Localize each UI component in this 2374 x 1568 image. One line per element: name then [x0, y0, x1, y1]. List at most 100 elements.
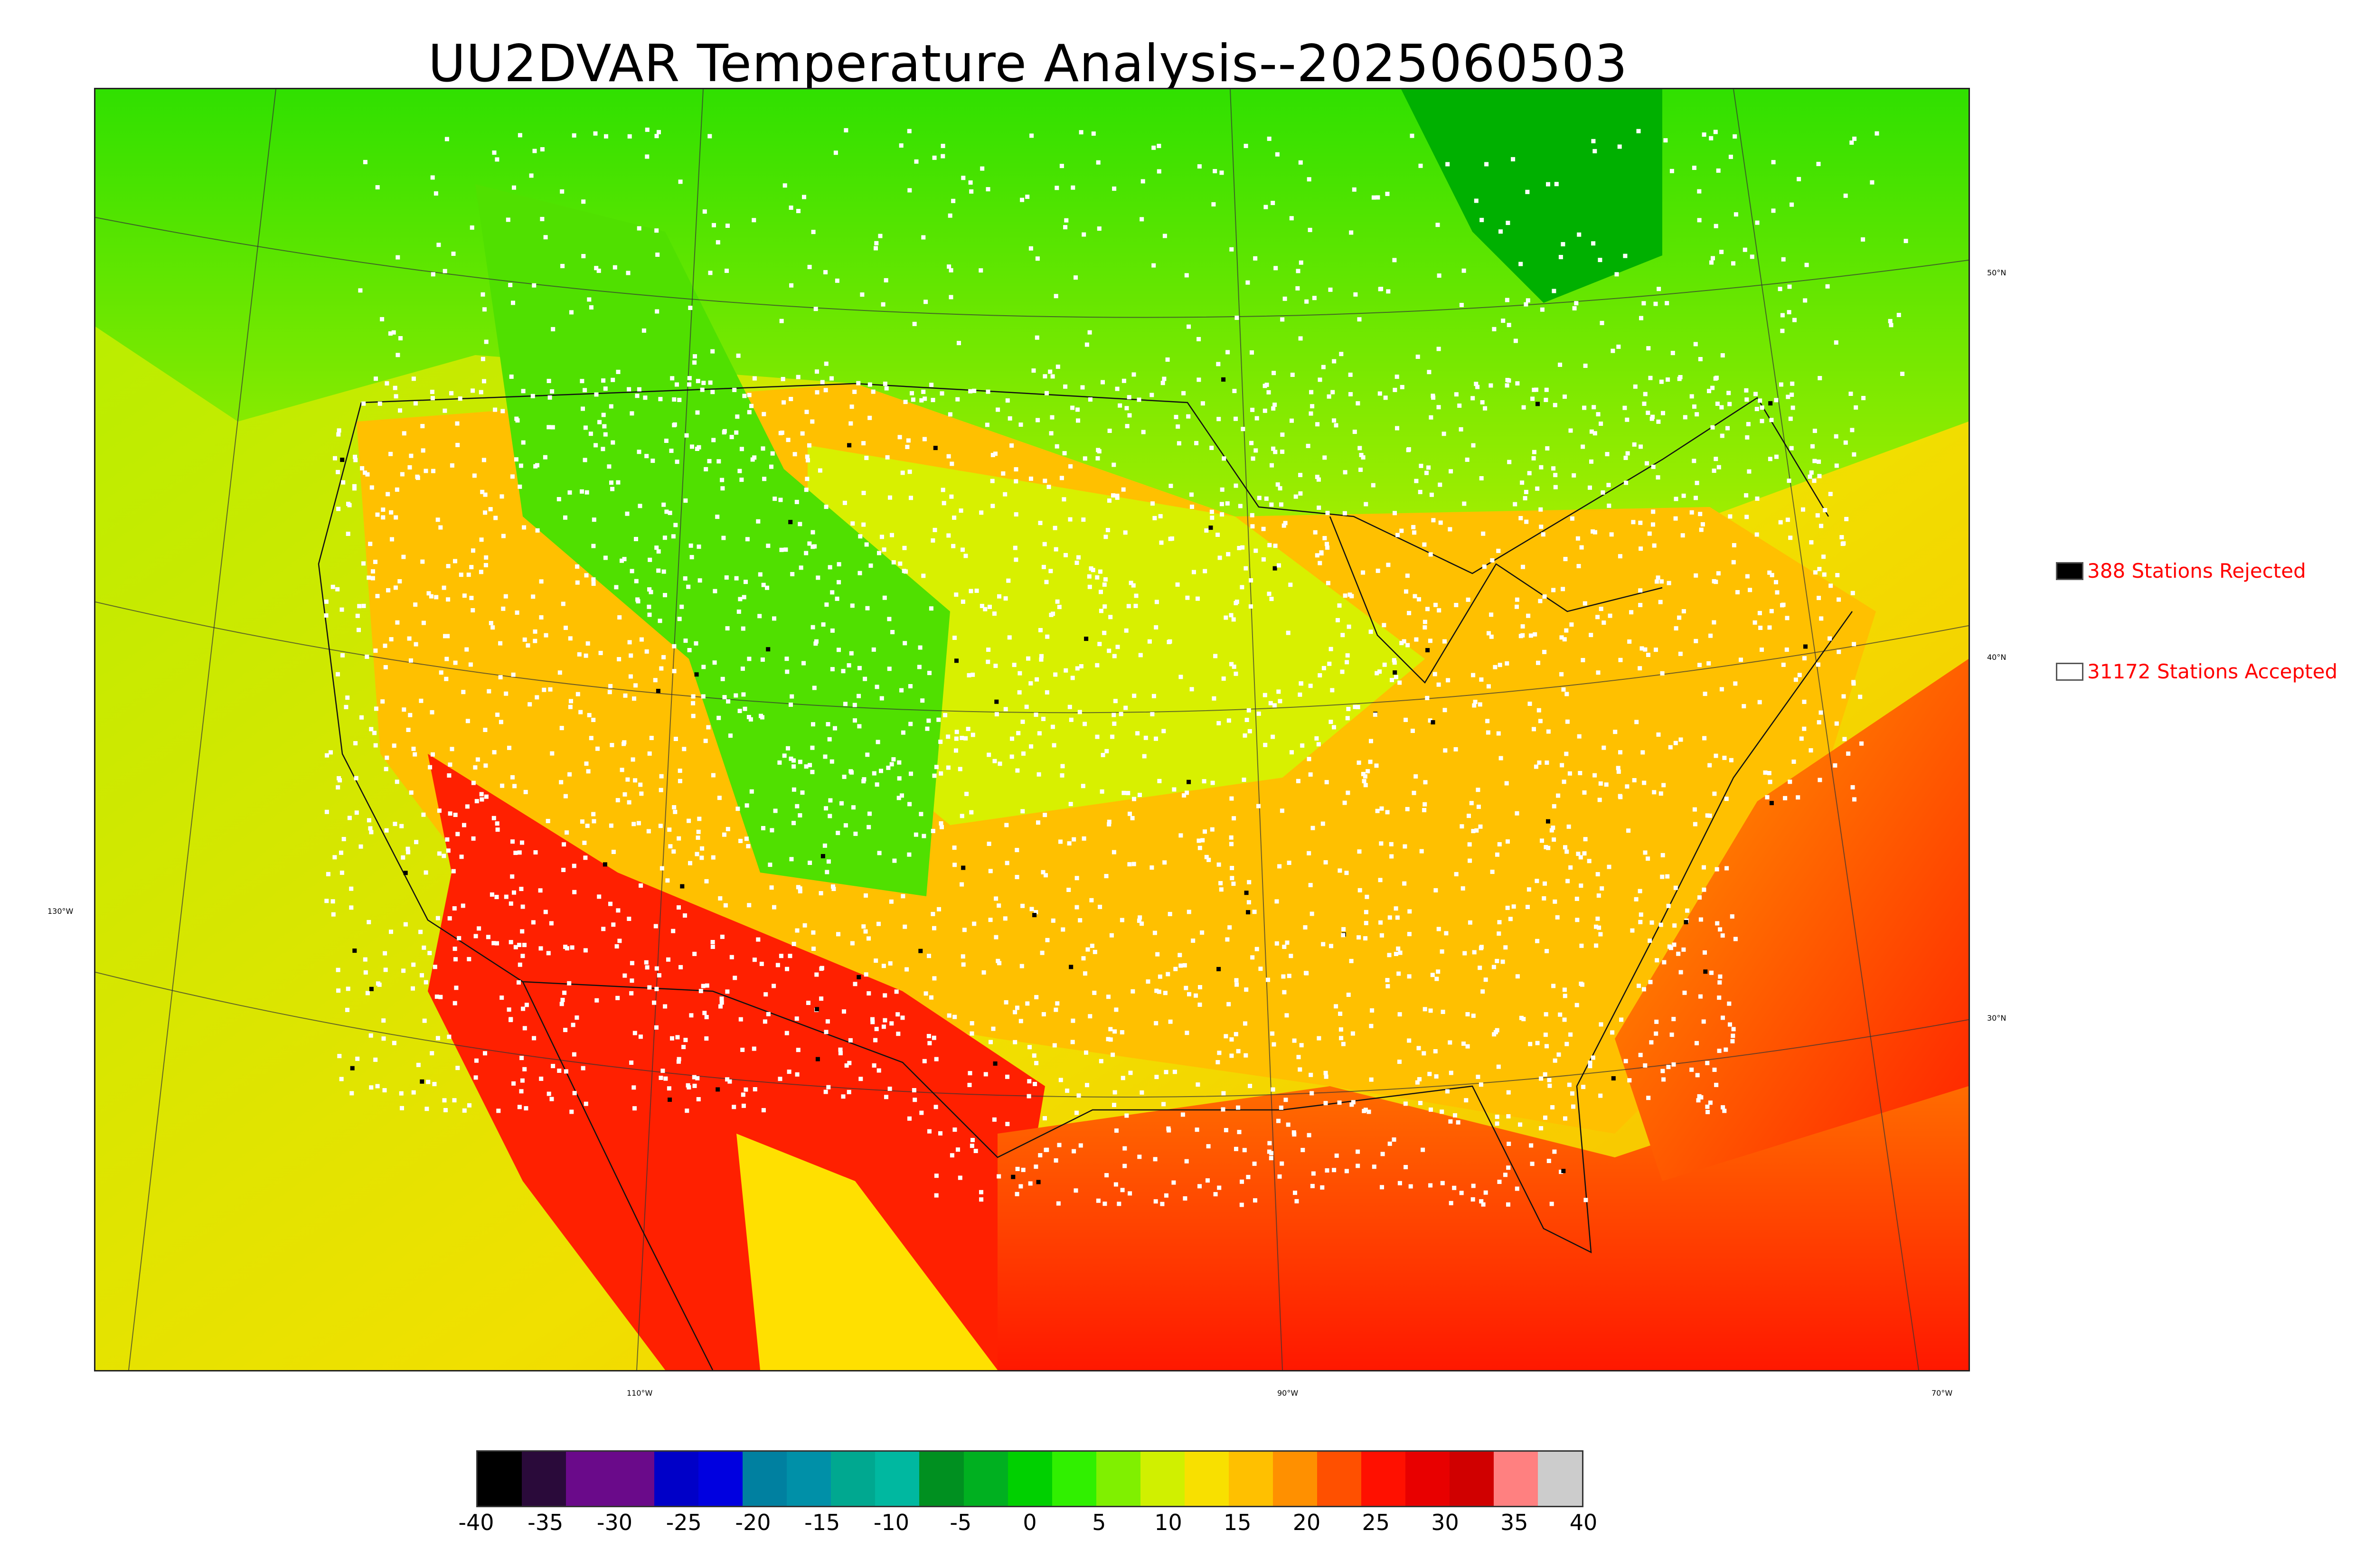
station-accepted-marker	[1113, 1182, 1118, 1187]
station-accepted-marker	[339, 870, 344, 875]
station-accepted-marker	[601, 927, 606, 931]
station-accepted-marker	[1020, 903, 1025, 908]
station-accepted-marker	[1518, 262, 1523, 266]
station-accepted-marker	[625, 511, 630, 516]
station-accepted-marker	[1554, 182, 1559, 187]
station-accepted-marker	[1504, 781, 1509, 786]
station-accepted-marker	[1034, 1061, 1039, 1065]
station-accepted-marker	[435, 517, 440, 522]
station-accepted-marker	[1107, 498, 1112, 503]
station-accepted-marker	[1364, 910, 1368, 914]
station-accepted-marker	[1262, 693, 1267, 697]
station-accepted-marker	[1550, 1105, 1555, 1109]
station-accepted-marker	[1029, 744, 1034, 749]
colorbar-tick-label: 30	[1431, 1510, 1459, 1535]
station-accepted-marker	[1018, 1184, 1023, 1189]
station-accepted-marker	[747, 393, 752, 397]
station-accepted-marker	[1357, 935, 1361, 940]
station-accepted-marker	[653, 924, 658, 929]
station-accepted-marker	[325, 753, 329, 758]
station-accepted-marker	[611, 850, 616, 854]
station-accepted-marker	[1533, 632, 1537, 637]
station-accepted-marker	[444, 676, 449, 681]
station-accepted-marker	[424, 469, 428, 473]
station-accepted-marker	[1108, 1027, 1113, 1032]
station-accepted-marker	[430, 710, 434, 714]
station-accepted-marker	[577, 652, 582, 657]
station-accepted-marker	[1537, 761, 1542, 765]
station-accepted-marker	[639, 637, 644, 642]
station-rejected-marker	[1393, 670, 1397, 675]
station-accepted-marker	[1107, 822, 1112, 826]
station-accepted-marker	[1240, 585, 1244, 590]
station-accepted-marker	[1465, 1012, 1470, 1016]
station-accepted-marker	[1236, 1105, 1241, 1110]
station-accepted-marker	[894, 989, 899, 994]
station-accepted-marker	[1601, 490, 1605, 495]
station-accepted-marker	[1068, 464, 1073, 469]
station-accepted-marker	[603, 432, 608, 437]
station-accepted-marker	[705, 983, 709, 988]
station-accepted-marker	[1809, 470, 1814, 475]
station-accepted-marker	[521, 1006, 526, 1011]
station-accepted-marker	[1263, 742, 1268, 747]
station-accepted-marker	[1545, 761, 1549, 765]
station-accepted-marker	[1570, 1091, 1574, 1096]
station-accepted-marker	[1651, 522, 1655, 527]
station-accepted-marker	[1442, 639, 1447, 644]
station-accepted-marker	[1017, 671, 1022, 676]
station-accepted-marker	[1366, 769, 1370, 774]
station-accepted-marker	[333, 456, 337, 460]
station-accepted-marker	[875, 782, 879, 787]
station-accepted-marker	[337, 428, 341, 433]
station-accepted-marker	[1332, 418, 1337, 423]
station-accepted-marker	[1036, 418, 1040, 423]
station-accepted-marker	[1616, 766, 1620, 770]
station-accepted-marker	[1539, 465, 1544, 469]
legend-rejected-label: 388 Stations Rejected	[2087, 559, 2306, 582]
station-accepted-marker	[937, 907, 941, 911]
station-accepted-marker	[1050, 415, 1055, 420]
station-accepted-marker	[620, 768, 624, 772]
colorbar-tick-label: -25	[666, 1510, 702, 1535]
station-accepted-marker	[696, 829, 701, 834]
station-accepted-marker	[1271, 1087, 1275, 1092]
station-accepted-marker	[1232, 816, 1236, 821]
station-accepted-marker	[1039, 657, 1044, 662]
station-accepted-marker	[1638, 603, 1643, 607]
station-accepted-marker	[373, 648, 378, 653]
station-accepted-marker	[1497, 920, 1502, 925]
station-accepted-marker	[1496, 548, 1501, 553]
station-accepted-marker	[1328, 287, 1333, 292]
station-accepted-marker	[1438, 482, 1442, 487]
station-accepted-marker	[1850, 785, 1855, 789]
station-markers	[324, 127, 1908, 1207]
map-panel[interactable]	[94, 88, 1970, 1371]
station-accepted-marker	[1408, 1184, 1413, 1189]
station-accepted-marker	[770, 828, 774, 833]
station-accepted-marker	[1646, 653, 1650, 657]
station-accepted-marker	[1747, 469, 1752, 474]
station-accepted-marker	[1309, 390, 1314, 394]
station-accepted-marker	[1112, 654, 1117, 658]
station-accepted-marker	[336, 432, 341, 437]
station-accepted-marker	[1577, 734, 1582, 739]
station-accepted-marker	[932, 926, 936, 930]
station-accepted-marker	[1112, 850, 1116, 854]
station-accepted-marker	[1515, 604, 1519, 609]
station-accepted-marker	[511, 1081, 516, 1086]
station-accepted-marker	[1694, 638, 1698, 643]
station-accepted-marker	[825, 1019, 830, 1024]
station-accepted-marker	[1618, 794, 1622, 798]
station-accepted-marker	[1184, 273, 1189, 278]
station-accepted-marker	[1492, 327, 1497, 331]
station-accepted-marker	[1559, 1170, 1564, 1174]
station-accepted-marker	[801, 661, 806, 666]
station-accepted-marker	[789, 756, 793, 761]
station-accepted-marker	[1712, 620, 1716, 625]
station-accepted-marker	[747, 903, 752, 908]
station-accepted-marker	[1757, 700, 1762, 704]
station-accepted-marker	[409, 658, 413, 663]
station-accepted-marker	[1332, 1168, 1337, 1173]
station-accepted-marker	[1338, 1012, 1343, 1016]
